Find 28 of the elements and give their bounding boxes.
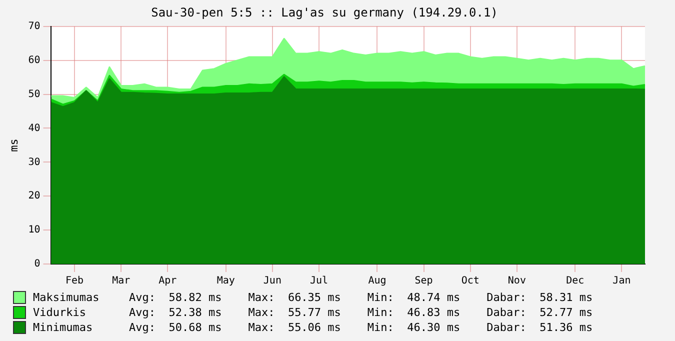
y-tick-label: 20 xyxy=(28,190,40,202)
x-tick-label: Jun xyxy=(263,276,282,287)
legend-label: Vidurkis xyxy=(33,306,87,319)
y-tick-label: 50 xyxy=(28,88,40,100)
x-tick-label: Aug xyxy=(368,276,386,287)
y-tick-label: 60 xyxy=(28,54,40,66)
legend-label: Maksimumas xyxy=(33,291,100,304)
text: Avg: 52.38 ms Max: 55.77 ms Min: 46.83 ms Dabar: 52.77 ms xyxy=(129,306,593,319)
x-tick-label: May xyxy=(216,276,235,287)
x-tick-label: Jan xyxy=(612,276,631,287)
y-tick-label: 0 xyxy=(34,258,40,270)
y-tick-label: 40 xyxy=(28,122,40,134)
x-tick-label: Feb xyxy=(65,276,84,287)
y-tick-label: 30 xyxy=(28,156,40,168)
x-tick-label: Apr xyxy=(158,276,177,287)
y-tick-label: 10 xyxy=(28,224,40,236)
x-tick-label: Oct xyxy=(461,276,480,287)
y-tick-label: 70 xyxy=(28,20,40,32)
x-tick-label: Mar xyxy=(112,276,130,287)
text: Avg: 50.68 ms Max: 55.06 ms Min: 46.30 ms Dabar: 51.36 ms xyxy=(129,321,593,334)
chart-title: Sau-30-pen 5:5 :: Lag'as su germany (194.29.0.1) xyxy=(151,5,498,20)
x-tick-label: Dec xyxy=(566,276,584,287)
text: Avg: 58.82 ms Max: 66.35 ms Min: 48.74 ms Dabar: 58.31 ms xyxy=(129,291,593,304)
y-axis-title: ms xyxy=(7,138,20,152)
x-tick-label: Nov xyxy=(508,276,526,287)
legend-label: Minimumas xyxy=(33,321,94,334)
x-tick-label: Jul xyxy=(310,276,328,287)
x-tick-label: Sep xyxy=(414,276,433,287)
